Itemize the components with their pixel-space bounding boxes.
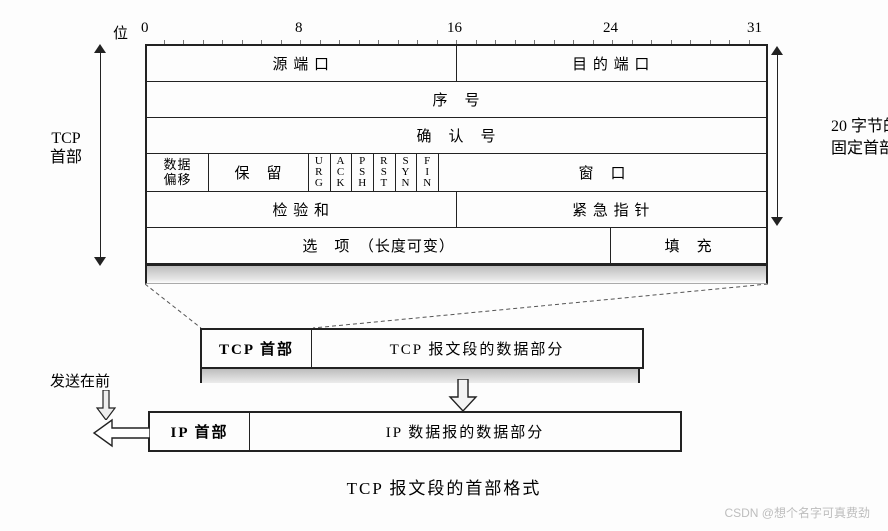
tick-8: 8 bbox=[295, 20, 303, 37]
tick-24: 24 bbox=[603, 20, 618, 37]
tcp-segment-header: TCP 首部 bbox=[202, 330, 312, 367]
flag-syn: SYN bbox=[396, 154, 418, 191]
ip-data: IP 数据报的数据部分 bbox=[250, 413, 680, 450]
flag-ack: ACK bbox=[331, 154, 353, 191]
row-seq: 序 号 bbox=[147, 82, 766, 118]
left-bracket: TCP 首部 bbox=[40, 44, 85, 266]
ip-send-arrow-icon bbox=[100, 412, 148, 452]
row-ack: 确 认 号 bbox=[147, 118, 766, 154]
left-range-arrow bbox=[93, 44, 107, 266]
row-checksum: 检 验 和 紧 急 指 针 bbox=[147, 192, 766, 228]
send-first-label: 发送在前 bbox=[50, 370, 110, 391]
bit-ruler: 位 0 8 16 24 31 bbox=[145, 20, 768, 44]
cell-ack: 确 认 号 bbox=[147, 118, 766, 153]
tcp-segment-row: TCP 首部 TCP 报文段的数据部分 bbox=[200, 328, 848, 369]
tcp-segment-data: TCP 报文段的数据部分 bbox=[312, 330, 642, 367]
segment-shadow bbox=[200, 369, 640, 383]
zoom-lines bbox=[145, 284, 768, 328]
row-options: 选 项 （长度可变） 填 充 bbox=[147, 228, 766, 264]
cell-flags: URG ACK PSH RST SYN FIN bbox=[309, 154, 439, 191]
header-shadow bbox=[145, 266, 768, 284]
right-annotation: 20 字节的 固定首部 bbox=[831, 116, 888, 161]
tick-0: 0 bbox=[141, 20, 149, 37]
tcp-header-table: 源 端 口 目 的 端 口 序 号 确 认 号 数据 偏移 保 留 URG AC… bbox=[145, 44, 768, 266]
flag-urg: URG bbox=[309, 154, 331, 191]
cell-reserved: 保 留 bbox=[209, 154, 309, 191]
row-flags: 数据 偏移 保 留 URG ACK PSH RST SYN FIN 窗 口 bbox=[147, 154, 766, 192]
tcp-header-block: TCP 首部 源 端 口 目 的 端 口 序 号 确 认 号 数据 偏移 保 留… bbox=[40, 44, 848, 266]
flag-psh: PSH bbox=[352, 154, 374, 191]
tcp-header-side-label: TCP 首部 bbox=[50, 129, 82, 167]
ip-datagram-box: IP 首部 IP 数据报的数据部分 bbox=[148, 411, 682, 452]
cell-urgent: 紧 急 指 针 bbox=[457, 192, 767, 227]
right-range-arrow bbox=[771, 46, 826, 226]
cell-data-offset: 数据 偏移 bbox=[147, 154, 209, 191]
tcp-segment-box: TCP 首部 TCP 报文段的数据部分 bbox=[200, 328, 644, 369]
figure-caption: TCP 报文段的首部格式 bbox=[40, 474, 848, 499]
watermark: CSDN @想个名字可真费劲 bbox=[724, 504, 870, 521]
flag-rst: RST bbox=[374, 154, 396, 191]
tick-16: 16 bbox=[447, 20, 462, 37]
encapsulation-arrow bbox=[200, 383, 640, 411]
cell-sequence: 序 号 bbox=[147, 82, 766, 117]
cell-checksum: 检 验 和 bbox=[147, 192, 457, 227]
cell-options: 选 项 （长度可变） bbox=[147, 228, 611, 263]
ip-datagram-row: IP 首部 IP 数据报的数据部分 bbox=[100, 411, 848, 452]
cell-window: 窗 口 bbox=[439, 154, 766, 191]
bit-label: 位 bbox=[113, 22, 128, 43]
flag-fin: FIN bbox=[417, 154, 438, 191]
row-ports: 源 端 口 目 的 端 口 bbox=[147, 46, 766, 82]
ip-header: IP 首部 bbox=[150, 413, 250, 450]
tick-31: 31 bbox=[747, 20, 762, 37]
cell-dest-port: 目 的 端 口 bbox=[457, 46, 767, 81]
cell-source-port: 源 端 口 bbox=[147, 46, 457, 81]
cell-padding: 填 充 bbox=[611, 228, 766, 263]
